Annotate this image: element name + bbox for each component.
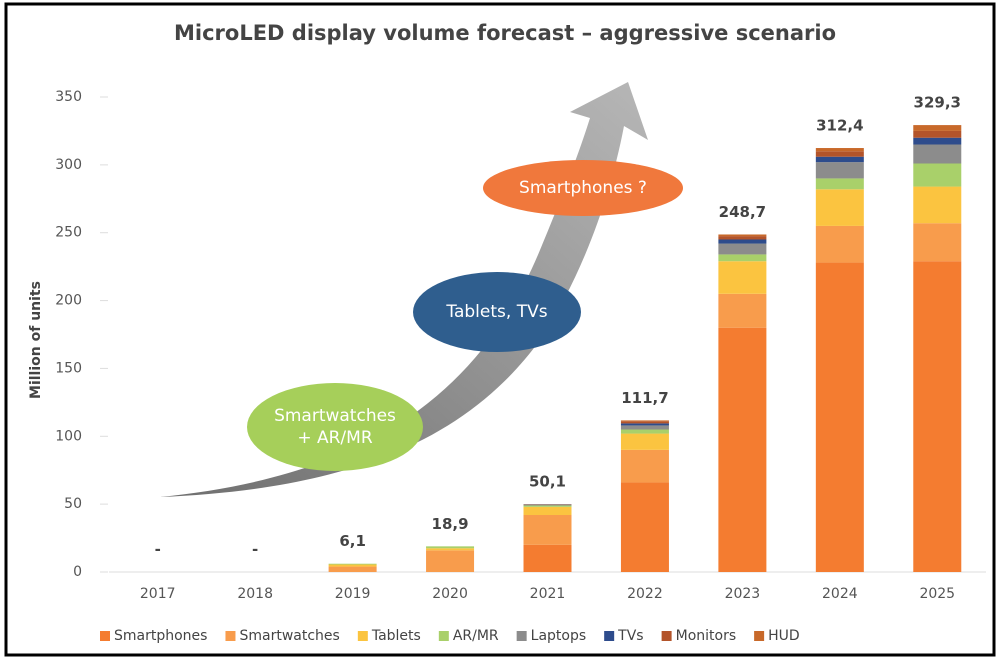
total-label: 18,9 (432, 515, 469, 533)
annotation-text: Smartwatches (274, 406, 396, 426)
y-tick-label: 150 (55, 360, 82, 376)
y-tick-label: 350 (55, 89, 82, 105)
bar-segment (913, 261, 962, 572)
y-tick-label: 200 (55, 293, 82, 309)
x-tick-label: 2020 (432, 586, 468, 602)
total-label: 6,1 (339, 532, 366, 550)
legend-label: Laptops (531, 628, 587, 644)
bar-segment (328, 566, 377, 572)
bar-segment (620, 423, 669, 426)
total-label: 329,3 (914, 94, 961, 112)
annotations: Smartphones ? Tablets, TVs Smartwatches+ A… (247, 160, 683, 471)
bar-segment (718, 239, 767, 244)
bar-segment (913, 137, 962, 145)
legend-swatch (225, 631, 236, 641)
x-tick-label: 2024 (822, 586, 858, 602)
bar-segment (718, 327, 767, 572)
x-tick-label: 2017 (140, 586, 176, 602)
bar-segment (426, 550, 475, 572)
legend-swatch (100, 631, 110, 641)
bar-segment (815, 148, 864, 152)
bar-segment (913, 125, 962, 131)
total-label: 248,7 (719, 203, 766, 221)
legend-label: TVs (617, 628, 643, 644)
legend-swatch (516, 631, 527, 641)
plot: 0 50 100 150 200 250 300 350 2017 - 2018 - 2019 6,1 20… (55, 89, 986, 644)
bar-segment (815, 162, 864, 179)
y-axis-label: Million of units (28, 281, 44, 399)
bar-segment (815, 225, 864, 263)
bar-segment (718, 243, 767, 255)
total-label: 111,7 (621, 389, 668, 407)
legend-label: Monitors (676, 628, 737, 644)
annotation-text: + AR/MR (297, 428, 372, 448)
x-tick-label: 2022 (627, 586, 663, 602)
frame (4, 2, 996, 657)
bar-segment (815, 262, 864, 572)
bar-segment (718, 254, 767, 262)
bar-segment (718, 261, 767, 294)
legend-label: Smartphones (114, 628, 207, 644)
annotation-bubble (247, 383, 423, 471)
legend-swatch (438, 631, 449, 641)
bar-segment (523, 515, 572, 545)
legend-label: HUD (768, 628, 800, 644)
bar-segment (523, 504, 572, 506)
y-tick-label: 0 (73, 564, 82, 580)
annotation-text: Smartphones ? (519, 178, 647, 198)
bar-segment (426, 548, 475, 551)
x-tick-label: 2025 (919, 586, 955, 602)
x-tick-label: 2019 (335, 586, 371, 602)
total-label: - (252, 541, 258, 559)
bar-segment (718, 234, 767, 237)
bar-segment (718, 293, 767, 328)
bar-segment (913, 144, 962, 164)
bar-segment (815, 156, 864, 163)
bar-segment (620, 433, 669, 450)
bar-segment (913, 223, 962, 262)
legend-label: AR/MR (453, 628, 499, 644)
total-label: 312,4 (816, 117, 863, 135)
total-label: 50,1 (529, 473, 566, 491)
annotation-bubble (483, 160, 683, 216)
legend-label: Tablets (371, 628, 421, 644)
bar-segment (620, 482, 669, 572)
bar-segment (523, 505, 572, 507)
bar-segment (426, 546, 475, 549)
y-tick-label: 50 (64, 496, 82, 512)
annotation-bubble (413, 272, 581, 352)
y-tick-label: 100 (55, 428, 82, 444)
x-tick-label: 2023 (725, 586, 761, 602)
x-tick-label: 2018 (237, 586, 273, 602)
bar-segment (913, 163, 962, 187)
total-label: - (155, 541, 161, 559)
bar-segment (523, 506, 572, 515)
bar-segment (328, 563, 377, 565)
legend-swatch (357, 631, 368, 641)
bar-segment (815, 178, 864, 190)
bar-segment (620, 420, 669, 422)
bar-segment (620, 421, 669, 424)
legend-swatch (754, 631, 765, 641)
bar-segment (815, 151, 864, 157)
bar-segment (620, 429, 669, 434)
bar-segment (620, 449, 669, 483)
bar-segment (523, 544, 572, 572)
legend-swatch (661, 631, 672, 641)
bar-segment (913, 186, 962, 224)
x-tick-label: 2021 (530, 586, 566, 602)
legend-label: Smartwatches (239, 628, 339, 644)
bar-segment (620, 425, 669, 430)
chart-title: MicroLED display volume forecast – aggre… (174, 21, 836, 45)
y-tick-label: 300 (55, 157, 82, 173)
bar-segment (815, 189, 864, 226)
annotation-text: Tablets, TVs (445, 302, 547, 322)
y-tick-label: 250 (55, 225, 82, 241)
bar-segment (718, 236, 767, 240)
legend-swatch (604, 631, 615, 641)
bar-segment (913, 130, 962, 138)
bar-segment (328, 564, 377, 567)
